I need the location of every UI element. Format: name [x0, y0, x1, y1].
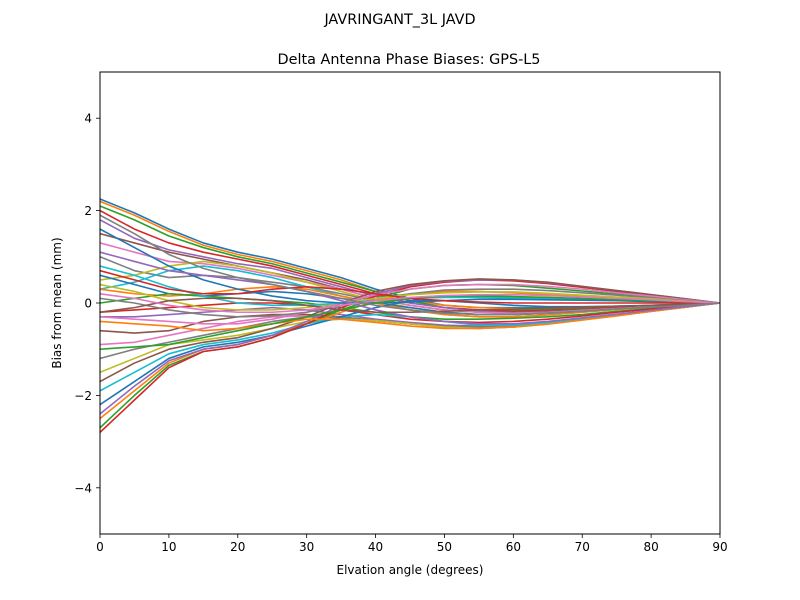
series-line-28: [100, 288, 720, 318]
series-line-31: [100, 228, 720, 304]
series-line-29: [100, 283, 720, 311]
y-axis-label: Bias from mean (mm): [50, 237, 64, 368]
y-tick-label: 2: [84, 204, 92, 218]
chart-title: Delta Antenna Phase Biases: GPS-L5: [278, 52, 541, 68]
x-tick-label: 30: [299, 540, 314, 554]
x-tick-label: 40: [368, 540, 383, 554]
series-line-35: [100, 251, 720, 325]
y-axis-ticks: −4 −2 0 2 4: [74, 112, 100, 495]
series-line-34: [100, 269, 720, 304]
series-line-37: [100, 292, 720, 314]
x-tick-label: 80: [643, 540, 658, 554]
x-tick-label: 20: [230, 540, 245, 554]
y-tick-label: 4: [84, 112, 92, 126]
series-layer: [100, 198, 720, 433]
series-line-27: [100, 283, 720, 325]
figure-suptitle: JAVRINGANT_3L JAVD: [323, 12, 475, 28]
series-line-14: [100, 302, 720, 324]
x-tick-label: 60: [506, 540, 521, 554]
series-line-32: [100, 302, 720, 332]
y-tick-label: −2: [74, 389, 92, 403]
x-tick-label: 10: [161, 540, 176, 554]
series-line-38: [100, 214, 720, 316]
y-tick-label: −4: [74, 481, 92, 495]
x-axis-ticks: 0 10 20 30 40 50 60 70 80 90: [96, 534, 728, 554]
x-tick-label: 50: [437, 540, 452, 554]
series-line-24: [100, 279, 720, 433]
series-line-26: [100, 278, 720, 383]
x-axis-label: Elvation angle (degrees): [337, 563, 484, 577]
y-tick-label: 0: [84, 297, 92, 311]
series-line-36: [100, 297, 720, 314]
x-tick-label: 90: [712, 540, 727, 554]
x-tick-label: 70: [575, 540, 590, 554]
x-tick-label: 0: [96, 540, 104, 554]
